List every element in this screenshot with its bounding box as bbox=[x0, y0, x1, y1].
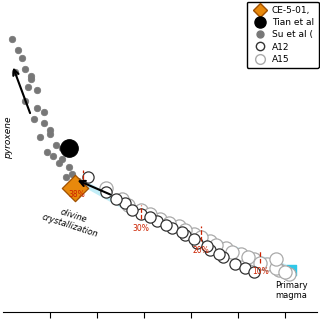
Point bbox=[41, 109, 46, 115]
Point bbox=[104, 189, 109, 195]
Point bbox=[164, 222, 169, 227]
Point bbox=[264, 262, 269, 267]
Point bbox=[76, 179, 81, 184]
Point bbox=[44, 149, 49, 155]
Point bbox=[126, 202, 131, 207]
Legend: CE-5-01,, Tian et al, Su et al (, A12, A15: CE-5-01,, Tian et al, Su et al (, A12, A… bbox=[247, 2, 318, 68]
Point bbox=[252, 257, 257, 262]
Text: pyroxene: pyroxene bbox=[4, 116, 13, 159]
Point bbox=[179, 229, 184, 234]
Point bbox=[32, 117, 37, 122]
Point bbox=[60, 146, 65, 151]
Point bbox=[170, 226, 175, 231]
Point bbox=[123, 200, 128, 205]
Point bbox=[198, 235, 203, 240]
Point bbox=[28, 73, 34, 78]
Point bbox=[138, 207, 143, 212]
Point bbox=[22, 99, 27, 104]
Point bbox=[138, 211, 143, 216]
Point bbox=[154, 218, 159, 223]
Point bbox=[51, 153, 56, 158]
Point bbox=[69, 186, 75, 191]
Point bbox=[85, 175, 90, 180]
Text: 38%: 38% bbox=[68, 190, 85, 199]
Point bbox=[214, 242, 219, 247]
Point bbox=[25, 84, 30, 89]
Point bbox=[60, 157, 65, 162]
Polygon shape bbox=[83, 179, 292, 274]
Point bbox=[242, 266, 247, 271]
Point bbox=[16, 48, 21, 53]
Point bbox=[192, 236, 197, 242]
Point bbox=[239, 251, 244, 256]
Point bbox=[245, 255, 250, 260]
Point bbox=[35, 88, 40, 93]
Point bbox=[148, 211, 153, 216]
Point bbox=[157, 217, 162, 222]
Point bbox=[57, 160, 62, 165]
Point bbox=[129, 207, 134, 212]
Point bbox=[35, 106, 40, 111]
Point bbox=[47, 131, 52, 136]
Point bbox=[182, 233, 188, 238]
Point bbox=[13, 69, 18, 75]
Point bbox=[182, 228, 188, 233]
Point bbox=[273, 257, 278, 262]
Point bbox=[28, 77, 34, 82]
Point bbox=[176, 224, 181, 229]
Point bbox=[192, 231, 197, 236]
Point bbox=[276, 268, 282, 273]
Point bbox=[229, 249, 235, 254]
Text: 10%: 10% bbox=[252, 268, 268, 276]
Point bbox=[41, 120, 46, 125]
Point bbox=[273, 266, 278, 271]
Point bbox=[286, 271, 291, 276]
Point bbox=[195, 240, 200, 245]
Point bbox=[72, 186, 77, 191]
Point bbox=[113, 196, 118, 202]
Point bbox=[204, 244, 209, 249]
Point bbox=[217, 251, 222, 256]
Text: 30%: 30% bbox=[132, 224, 149, 233]
Point bbox=[53, 142, 59, 147]
Point bbox=[38, 135, 43, 140]
Point bbox=[63, 175, 68, 180]
Point bbox=[283, 269, 288, 274]
Point bbox=[47, 128, 52, 133]
Point bbox=[104, 186, 109, 191]
Point bbox=[252, 269, 257, 274]
Point bbox=[120, 196, 125, 202]
Point bbox=[66, 146, 71, 151]
Point bbox=[10, 37, 15, 42]
Point bbox=[207, 238, 212, 244]
Text: 20%: 20% bbox=[192, 246, 209, 255]
Point bbox=[167, 220, 172, 225]
Point bbox=[258, 260, 263, 265]
Point bbox=[148, 215, 153, 220]
Point bbox=[69, 171, 75, 176]
Point bbox=[19, 55, 24, 60]
Point bbox=[22, 66, 27, 71]
Text: Primary
magma: Primary magma bbox=[275, 281, 308, 300]
Point bbox=[220, 255, 225, 260]
Point bbox=[223, 245, 228, 251]
Point bbox=[207, 247, 212, 252]
Text: olivine
crystallization: olivine crystallization bbox=[41, 203, 103, 239]
Point bbox=[233, 262, 238, 267]
Point bbox=[66, 164, 71, 169]
